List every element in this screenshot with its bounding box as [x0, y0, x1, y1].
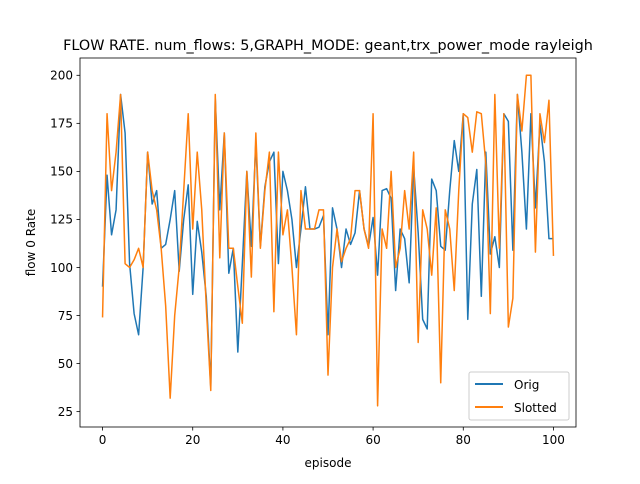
y-tick-label: 75 [58, 309, 73, 323]
y-tick-label: 50 [58, 357, 73, 371]
x-tick-label: 20 [185, 433, 200, 447]
series-line-orig [101, 93, 554, 388]
y-tick-label: 150 [50, 165, 73, 179]
y-tick-label: 100 [50, 261, 73, 275]
legend-label-slotted: Slotted [514, 401, 557, 415]
legend-label-orig: Orig [514, 378, 539, 392]
x-tick-label: 0 [99, 433, 107, 447]
y-axis-ticks: 25 50 75 100 125 150 175 200 [50, 69, 80, 419]
x-tick-label: 60 [365, 433, 380, 447]
y-tick-label: 125 [50, 213, 73, 227]
x-tick-label: 100 [542, 433, 565, 447]
x-axis-label: episode [305, 456, 352, 470]
chart-title: FLOW RATE. num_flows: 5,GRAPH_MODE: gean… [63, 38, 593, 54]
x-axis-ticks: 0 20 40 60 80 100 [99, 427, 565, 447]
x-tick-label: 80 [456, 433, 471, 447]
y-tick-label: 175 [50, 117, 73, 131]
y-axis-label: flow 0 Rate [24, 209, 38, 277]
series-line-slotted [101, 74, 555, 407]
legend: Orig Slotted [468, 371, 570, 421]
y-tick-label: 25 [58, 405, 73, 419]
data-lines [101, 74, 555, 407]
x-tick-label: 40 [275, 433, 290, 447]
plot-frame [79, 57, 577, 428]
y-tick-label: 200 [50, 69, 73, 83]
